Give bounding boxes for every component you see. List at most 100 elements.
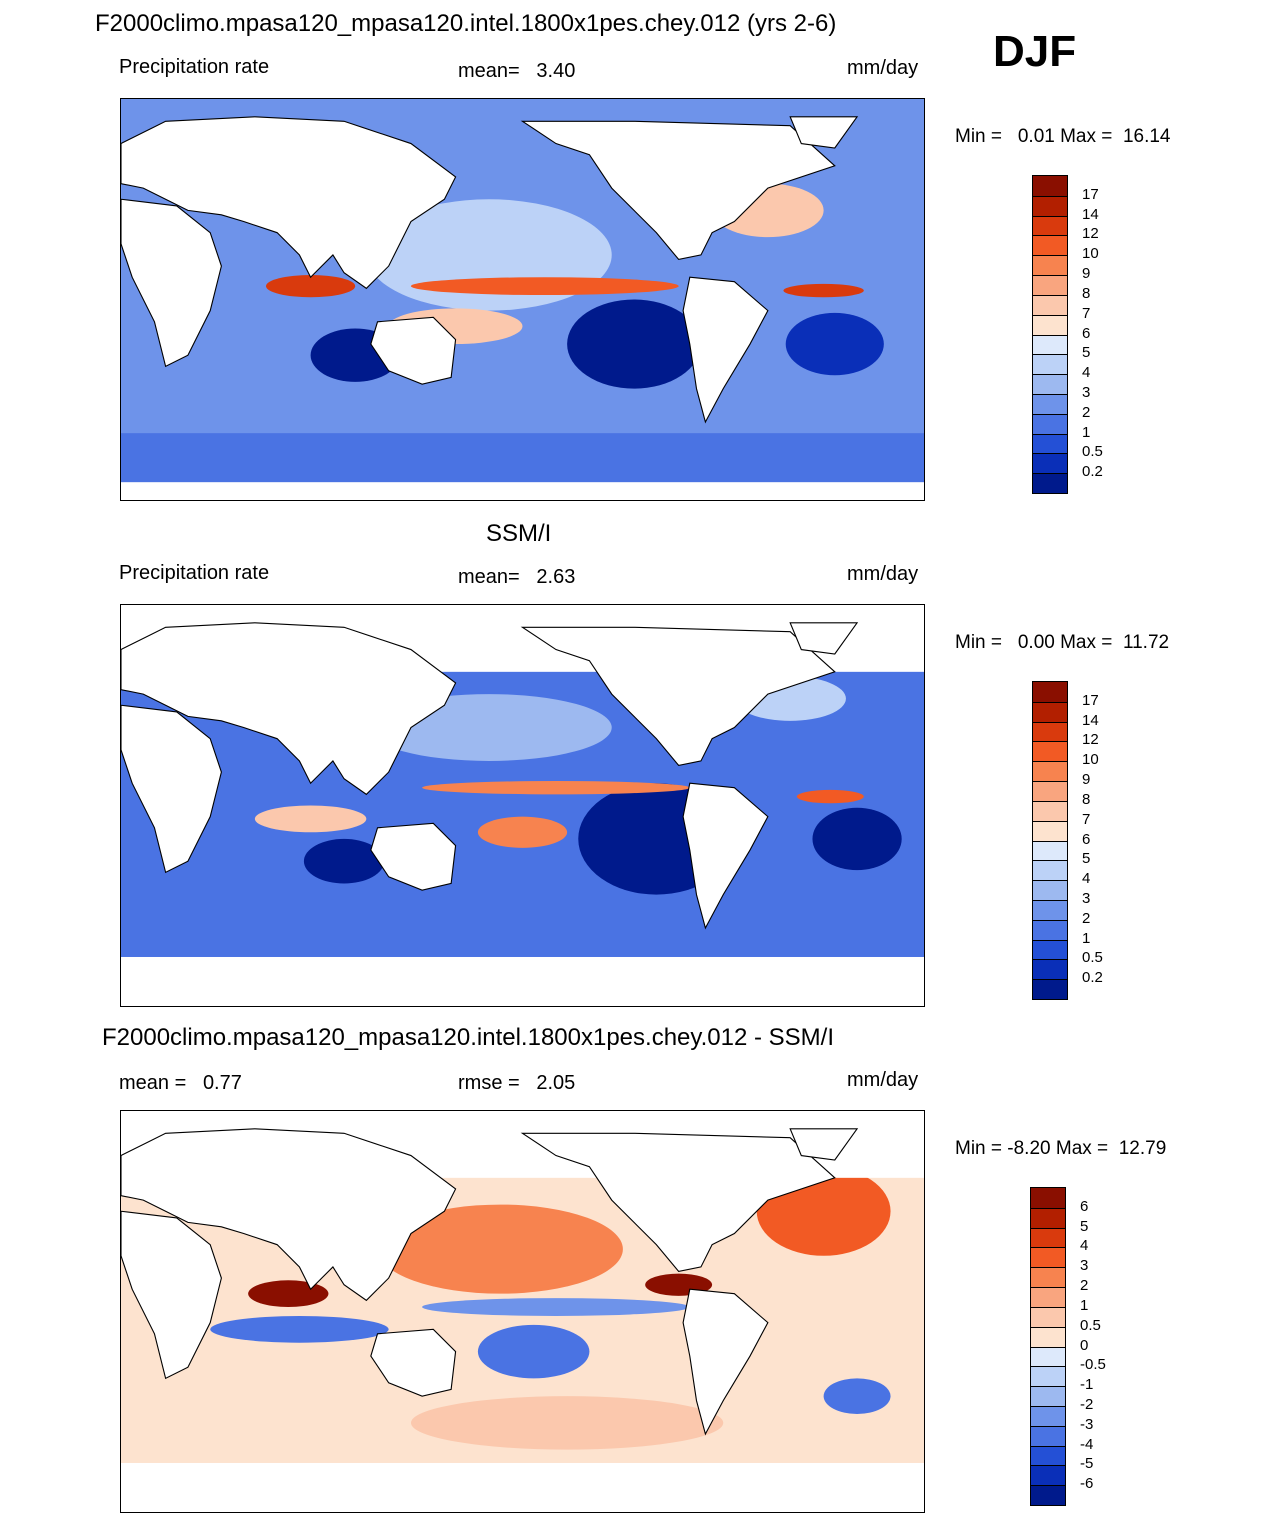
panel-diff-rmse-value: 2.05 — [536, 1072, 576, 1094]
colorbar-tick-label: 1 — [1080, 1296, 1089, 1314]
panel-obs-min-value: 0.00 — [1017, 632, 1055, 653]
colorbar-tick-label: 4 — [1082, 870, 1091, 888]
colorbar-tick-label: 1 — [1082, 929, 1091, 947]
colorbar-cell — [1033, 721, 1067, 742]
panel-diff-land-eurasia — [121, 1128, 457, 1302]
colorbar-tick-label: 4 — [1082, 364, 1091, 382]
colorbar-cell — [1033, 820, 1067, 841]
colorbar-cell — [1031, 1326, 1065, 1347]
panel-obs-atl-itcz — [796, 789, 864, 804]
colorbar-cell — [1031, 1267, 1065, 1288]
panel-diff-spcz-dry — [477, 1324, 590, 1379]
panel-obs-max-value: 11.72 — [1122, 632, 1170, 653]
panel-model-io-convection — [265, 274, 356, 298]
colorbar-cell — [1033, 215, 1067, 236]
panel-model-mean-value: 3.40 — [536, 60, 576, 82]
colorbar-cell — [1033, 682, 1067, 702]
panel-diff-min-label: Min = — [955, 1138, 1002, 1159]
colorbar-cell — [1033, 413, 1067, 434]
colorbar-tick-label: 12 — [1082, 225, 1099, 243]
colorbar-cell — [1033, 880, 1067, 900]
panel-diff-coastlines — [121, 1128, 859, 1436]
colorbar-tick-label: 8 — [1082, 284, 1091, 302]
colorbar-cell — [1033, 275, 1067, 295]
panel-obs-map — [120, 604, 925, 1007]
colorbar-tick-label: 10 — [1082, 751, 1099, 769]
panel-model-sepac-dry — [567, 299, 701, 389]
colorbar-cell — [1033, 919, 1067, 940]
colorbar-cell — [1031, 1485, 1065, 1505]
panel-obs-land-africa — [121, 704, 222, 874]
panel-obs-missing-south — [121, 956, 924, 1006]
panel-model-plot — [121, 99, 924, 500]
colorbar-tick-label: 8 — [1082, 790, 1091, 808]
panel-diff-land-australia — [370, 1328, 457, 1397]
panel-obs-minmax: Min = 0.00 Max = 11.72 — [955, 633, 1169, 652]
colorbar-tick-label: 0.5 — [1082, 949, 1103, 967]
panel-model-map — [120, 98, 925, 501]
colorbar-tick-label: 3 — [1082, 889, 1091, 907]
colorbar-cell — [1033, 374, 1067, 394]
panel-obs-mean: mean= 2.63 — [458, 567, 575, 587]
colorbar-cell — [1031, 1366, 1065, 1387]
colorbar-tick-label: -5 — [1080, 1455, 1094, 1473]
colorbar-cell — [1033, 334, 1067, 355]
colorbar-cell — [1031, 1445, 1065, 1466]
colorbar-cell — [1031, 1306, 1065, 1327]
panel-diff-mean-label: mean = — [119, 1072, 187, 1094]
panel-model-land-samerica — [682, 276, 769, 424]
colorbar-cell — [1033, 840, 1067, 861]
colorbar-cell — [1033, 781, 1067, 801]
colorbar-tick-label: 17 — [1082, 185, 1099, 203]
panel-obs-units: mm/day — [847, 563, 919, 585]
panel-model-units: mm/day — [847, 57, 919, 79]
panel-obs-io-convection — [254, 805, 367, 833]
colorbar-cell — [1033, 959, 1067, 980]
colorbar-tick-label: 6 — [1082, 830, 1091, 848]
panel-diff-colorbar — [1030, 1187, 1066, 1506]
colorbar-tick-label: 3 — [1082, 383, 1091, 401]
panel-obs-colorbar — [1032, 681, 1068, 1000]
colorbar-cell — [1031, 1287, 1065, 1307]
panel-model-itcz — [410, 277, 679, 296]
panel-diff-mean-value: 0.77 — [202, 1072, 242, 1094]
panel-model-title: F2000climo.mpasa120_mpasa120.intel.1800x… — [95, 10, 837, 37]
panel-diff-units: mm/day — [847, 1069, 919, 1091]
panel-model-land-australia — [370, 316, 457, 385]
panel-obs-land-australia — [370, 822, 457, 891]
panel-obs-itcz — [422, 780, 690, 795]
colorbar-tick-label: 7 — [1082, 810, 1091, 828]
colorbar-tick-label: -0.5 — [1080, 1356, 1106, 1374]
colorbar-cell — [1033, 761, 1067, 782]
colorbar-tick-label: 5 — [1080, 1217, 1089, 1235]
colorbar-tick-label: 5 — [1082, 850, 1091, 868]
panel-diff-io-max — [248, 1280, 329, 1308]
panel-model-min-label: Min = — [955, 126, 1002, 147]
colorbar-cell — [1033, 354, 1067, 375]
colorbar-cell — [1033, 195, 1067, 216]
panel-obs-min-label: Min = — [955, 632, 1002, 653]
colorbar-tick-label: 14 — [1082, 205, 1099, 223]
colorbar-tick-label: 10 — [1082, 245, 1099, 263]
panel-obs-coastlines — [121, 622, 859, 930]
colorbar-cell — [1031, 1425, 1065, 1446]
colorbar-tick-label: 12 — [1082, 731, 1099, 749]
panel-diff-minmax: Min = -8.20 Max = 12.79 — [955, 1139, 1166, 1158]
panel-diff-land-africa — [121, 1210, 222, 1380]
panel-obs-variable: Precipitation rate — [119, 562, 270, 584]
colorbar-tick-label: 9 — [1082, 771, 1091, 789]
colorbar-cell — [1033, 453, 1067, 474]
colorbar-cell — [1033, 176, 1067, 196]
colorbar-cell — [1031, 1386, 1065, 1406]
colorbar-tick-label: 0.5 — [1080, 1316, 1101, 1334]
panel-obs-max-label: Max = — [1060, 632, 1113, 653]
panel-model-colorbar — [1032, 175, 1068, 494]
colorbar-cell — [1033, 741, 1067, 762]
colorbar-tick-label: 0 — [1080, 1336, 1089, 1354]
colorbar-cell — [1031, 1247, 1065, 1268]
panel-model-land-africa — [121, 198, 222, 368]
colorbar-cell — [1033, 294, 1067, 315]
panel-model-max-value: 16.14 — [1122, 126, 1171, 147]
panel-model-coastlines — [121, 116, 859, 424]
colorbar-cell — [1033, 939, 1067, 960]
